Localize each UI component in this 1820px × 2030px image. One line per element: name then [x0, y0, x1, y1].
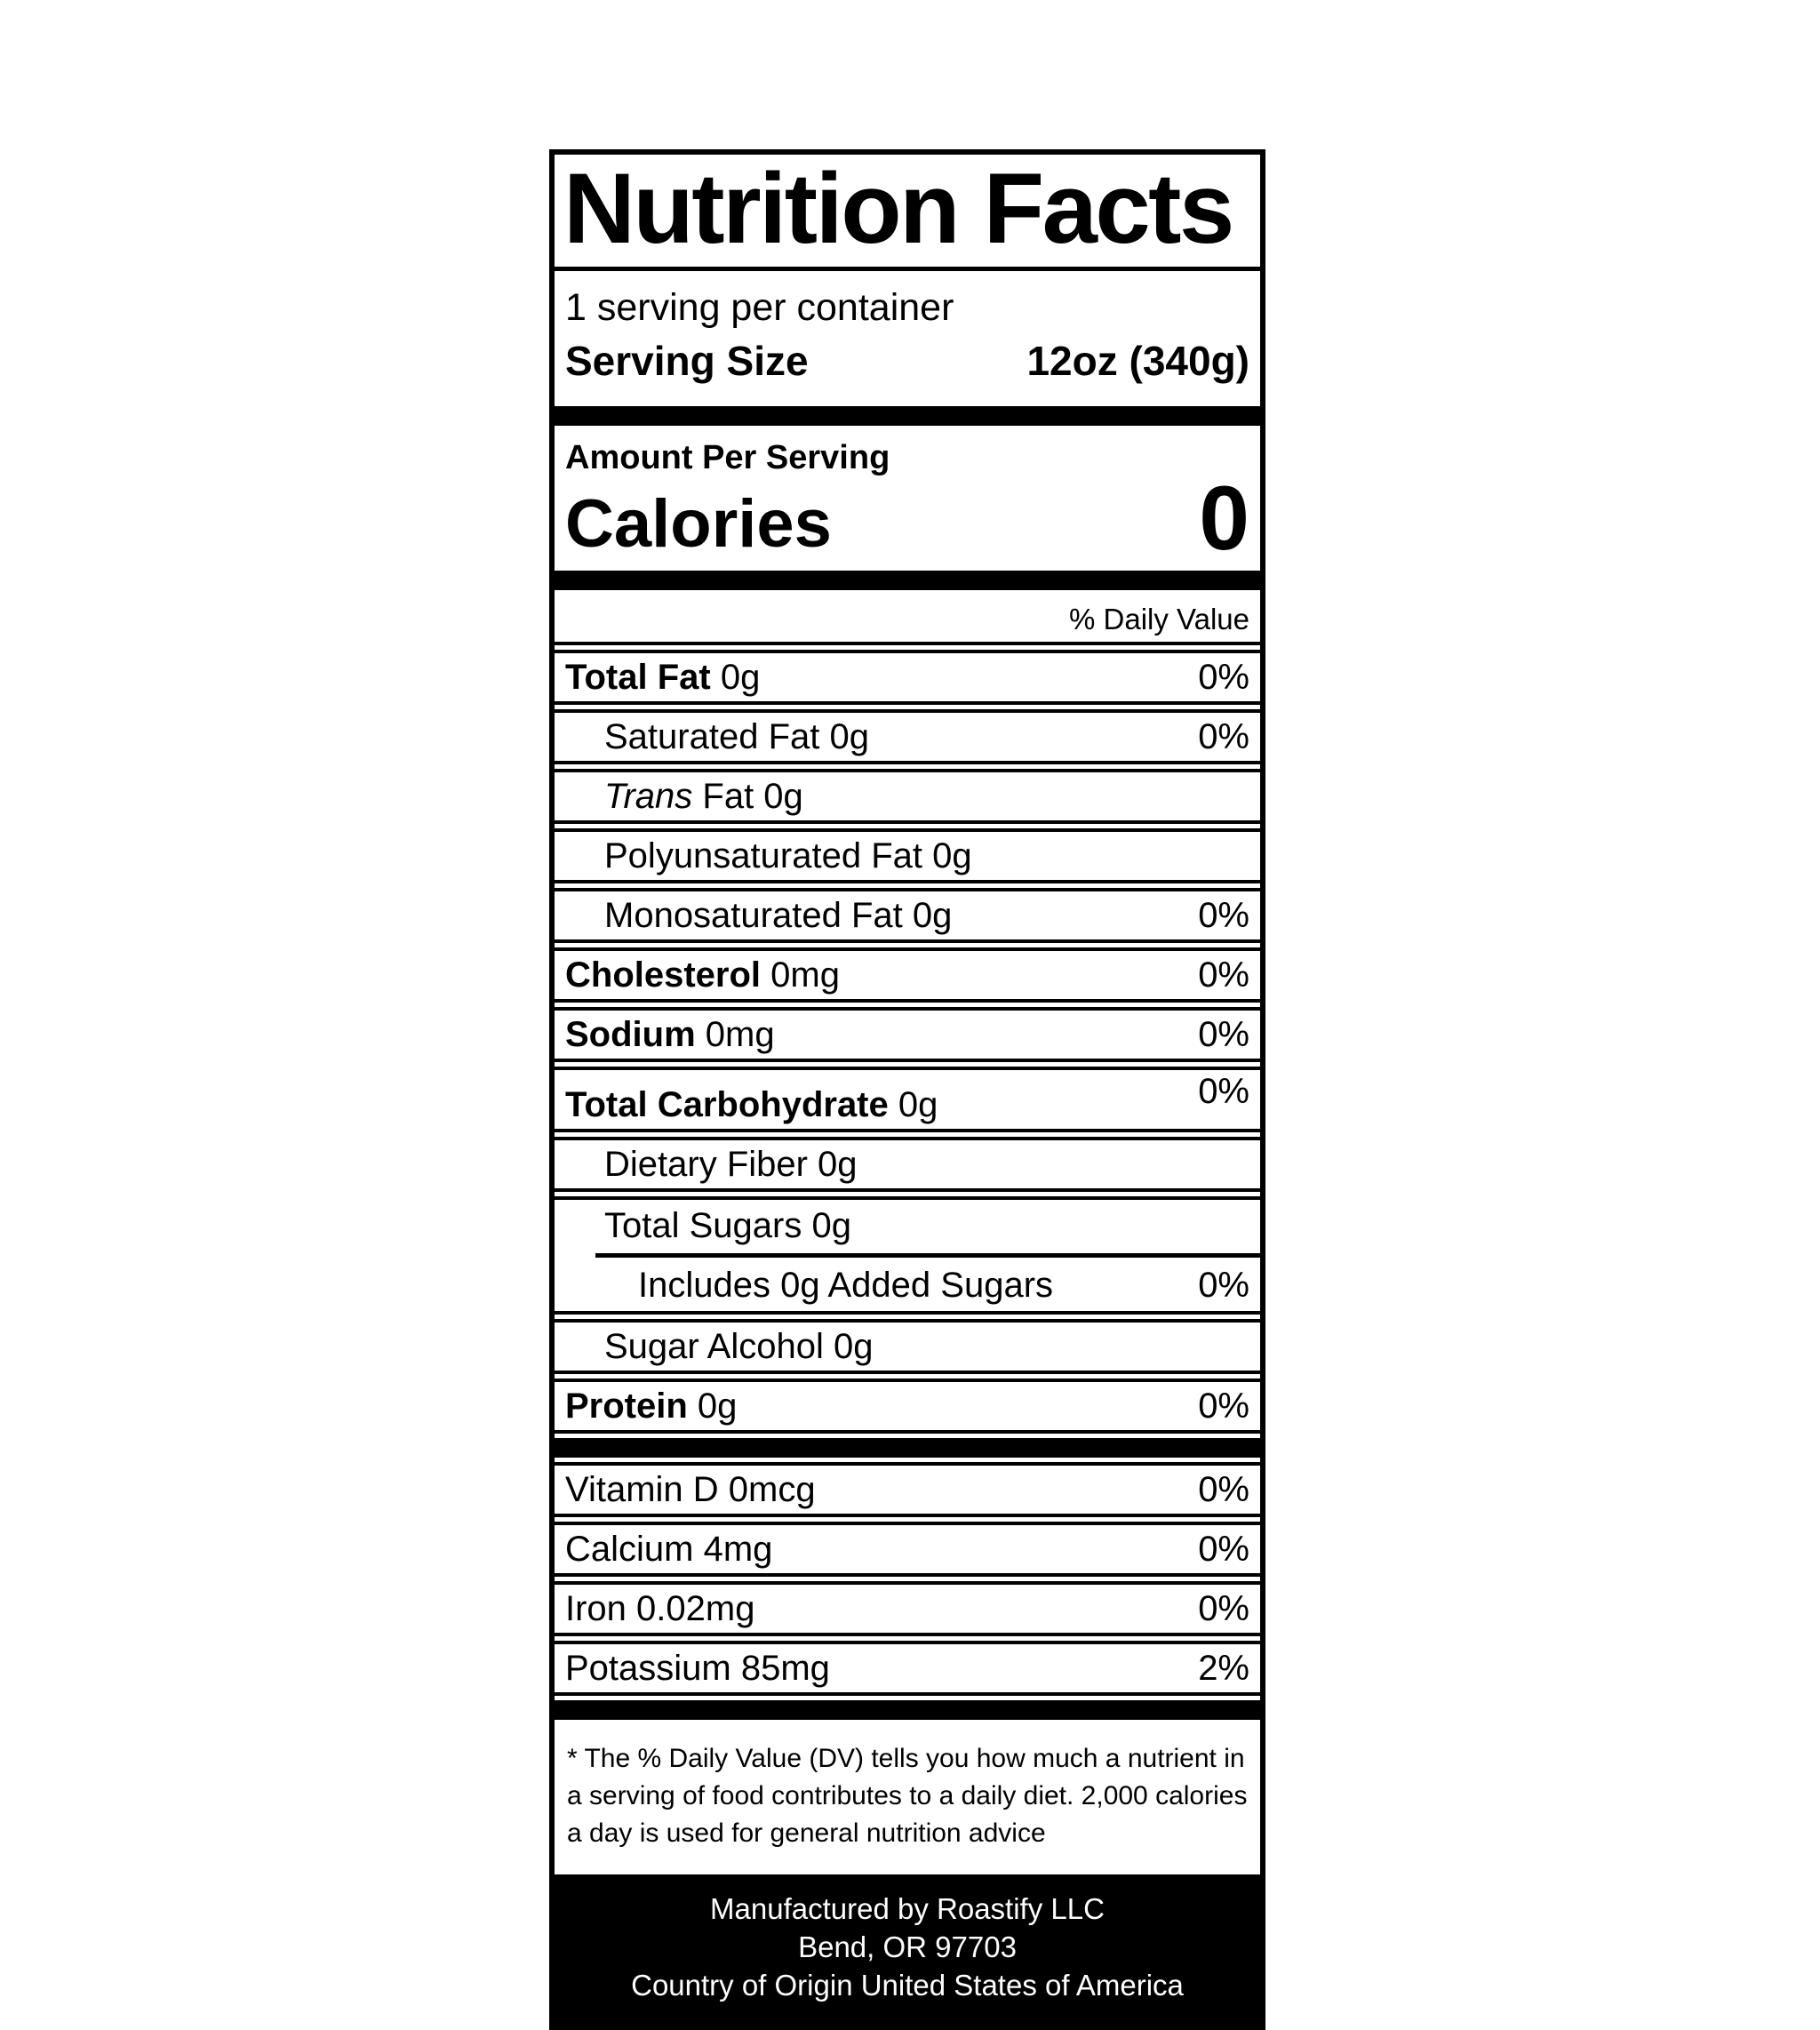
row-total-sugars: Total Sugars 0g [604, 1206, 851, 1246]
nutrient-name: Sugar Alcohol 0g [604, 1327, 874, 1367]
footer-address-line: Bend, OR 97703 [798, 1930, 1017, 1964]
row-cholesterol: Cholesterol 0mg 0% [555, 947, 1260, 1003]
nutrient-amount: 0mg [761, 955, 840, 995]
calories-label: Calories [565, 486, 832, 563]
footer-manufacturer-line: Manufactured by Roastify LLC [710, 1892, 1105, 1926]
nutrient-name: Vitamin D 0mcg [565, 1470, 816, 1510]
daily-value: 2% [1198, 1649, 1249, 1689]
thick-divider [555, 1700, 1260, 1721]
row-vitamin-d: Vitamin D 0mcg 0% [555, 1462, 1260, 1518]
label-title: Nutrition Facts [555, 155, 1260, 272]
sugars-group: Total Sugars 0g Includes 0g Added Sugars… [555, 1196, 1260, 1315]
thick-divider [555, 405, 1260, 426]
nutrient-name: Saturated Fat 0g [604, 717, 869, 757]
footer-origin-line: Country of Origin United States of Ameri… [631, 1969, 1184, 2002]
nutrient-name: Potassium 85mg [565, 1649, 830, 1689]
serving-section: 1 serving per container Serving Size 12o… [555, 271, 1260, 401]
daily-value: 0% [1198, 717, 1249, 757]
nutrient-amount: 0g [687, 1387, 738, 1427]
row-trans-fat: Trans Fat 0g [555, 769, 1260, 825]
nutrition-facts-label: Nutrition Facts 1 serving per container … [549, 149, 1265, 2030]
calories-section: Amount Per Serving Calories 0 [555, 430, 1260, 566]
nutrient-name: Calcium 4mg [565, 1530, 773, 1570]
serving-size-label: Serving Size [565, 338, 809, 385]
nutrient-name: Total Carbohydrate [565, 1085, 889, 1125]
row-monosaturated-fat: Monosaturated Fat 0g 0% [555, 888, 1260, 944]
thick-divider [555, 570, 1260, 590]
row-calcium: Calcium 4mg 0% [555, 1522, 1260, 1578]
nutrient-amount: 0mg [695, 1015, 775, 1055]
row-added-sugars: Includes 0g Added Sugars 0% [555, 1263, 1260, 1307]
sugars-sub-divider [595, 1253, 1260, 1259]
nutrient-name: Monosaturated Fat 0g [604, 896, 953, 936]
calories-value: 0 [1199, 468, 1249, 570]
servings-per-container: 1 serving per container [565, 286, 954, 330]
nutrient-name: Includes 0g Added Sugars [638, 1266, 1054, 1306]
daily-value: 0% [1198, 1589, 1249, 1629]
row-potassium: Potassium 85mg 2% [555, 1641, 1260, 1697]
daily-value: 0% [1198, 658, 1249, 698]
nutrient-name: Polyunsaturated Fat 0g [604, 836, 972, 876]
amount-per-serving-label: Amount Per Serving [565, 438, 890, 476]
nutrient-amount: 0g [888, 1085, 938, 1125]
nutrient-name: Total Fat [565, 658, 711, 698]
daily-value: 0% [1198, 1530, 1249, 1570]
daily-value: 0% [1198, 896, 1249, 936]
nutrient-name: Protein [565, 1387, 688, 1427]
daily-value-footnote: * The % Daily Value (DV) tells you how m… [567, 1744, 1248, 1849]
row-polyunsaturated-fat: Polyunsaturated Fat 0g [555, 828, 1260, 884]
nutrient-name: Iron 0.02mg [565, 1589, 755, 1629]
nutrient-name: Cholesterol [565, 955, 762, 995]
row-sodium: Sodium 0mg 0% [555, 1007, 1260, 1063]
row-sugar-alcohol: Sugar Alcohol 0g [555, 1319, 1260, 1375]
row-protein: Protein 0g 0% [555, 1379, 1260, 1435]
serving-size-row: Serving Size 12oz (340g) [565, 333, 1249, 388]
daily-value: 0% [1198, 1470, 1249, 1510]
row-total-carbohydrate: Total Carbohydrate 0g 0% [555, 1067, 1260, 1133]
row-saturated-fat: Saturated Fat 0g 0% [555, 709, 1260, 765]
manufacturer-footer: Manufactured by Roastify LLC Bend, OR 97… [555, 1874, 1260, 2026]
nutrient-name: Dietary Fiber 0g [604, 1145, 858, 1185]
row-iron: Iron 0.02mg 0% [555, 1581, 1260, 1637]
daily-value: 0% [1198, 1072, 1249, 1112]
daily-value: 0% [1198, 955, 1249, 995]
serving-size-value: 12oz (340g) [1026, 338, 1249, 385]
nutrient-name-italic: Trans [604, 777, 693, 817]
daily-value: 0% [1198, 1015, 1249, 1055]
row-total-fat: Total Fat 0g 0% [555, 650, 1260, 706]
row-dietary-fiber: Dietary Fiber 0g [555, 1137, 1260, 1193]
nutrient-name: Sodium [565, 1015, 696, 1055]
daily-value: 0% [1198, 1266, 1249, 1306]
nutrient-amount: 0g [710, 658, 761, 698]
thick-divider [555, 1438, 1260, 1459]
daily-value: 0% [1198, 1387, 1249, 1427]
nutrient-amount: Fat 0g [692, 777, 803, 817]
calories-row: Calories 0 [565, 468, 1249, 570]
daily-value-header: % Daily Value [555, 595, 1260, 646]
